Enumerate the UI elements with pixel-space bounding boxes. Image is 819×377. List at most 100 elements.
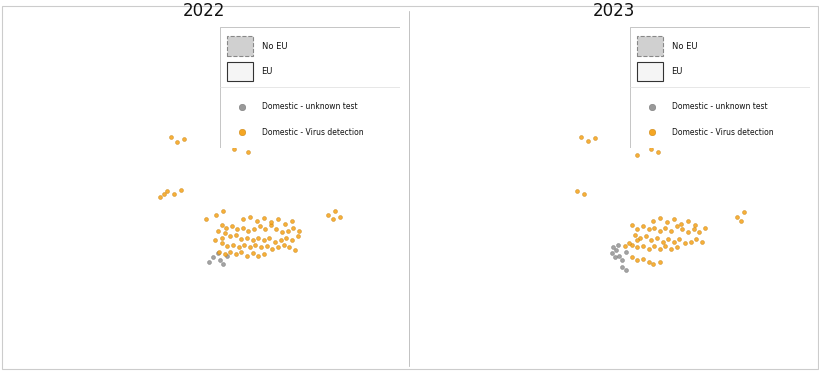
Point: [647, 225, 660, 231]
Point: [667, 239, 680, 245]
Point: [627, 232, 640, 238]
Point: [675, 226, 688, 232]
Point: [614, 264, 627, 270]
Point: [736, 209, 749, 215]
Point: [658, 243, 671, 249]
Point: [624, 222, 637, 228]
Point: [653, 246, 666, 252]
Point: [215, 234, 228, 241]
Point: [258, 65, 271, 71]
Point: [588, 135, 601, 141]
Point: [174, 187, 188, 193]
Point: [673, 221, 686, 227]
Point: [260, 243, 273, 249]
Point: [269, 72, 283, 78]
Point: [619, 249, 632, 255]
Point: [216, 208, 229, 214]
Point: [236, 225, 249, 231]
Point: [247, 226, 260, 232]
Point: [687, 222, 700, 228]
Point: [630, 244, 643, 250]
Point: [622, 240, 635, 246]
Point: [265, 67, 278, 74]
Point: [285, 218, 298, 224]
Point: [224, 249, 237, 255]
Point: [210, 250, 224, 256]
Point: [278, 221, 291, 227]
Point: [275, 229, 288, 235]
Point: [161, 188, 174, 194]
Point: [251, 234, 265, 241]
Point: [234, 236, 247, 242]
Point: [200, 216, 213, 222]
Point: [333, 213, 346, 219]
Point: [240, 234, 253, 241]
Title: 2023: 2023: [592, 2, 635, 20]
Point: [250, 218, 263, 224]
Point: [234, 249, 247, 255]
Point: [679, 72, 692, 78]
Point: [251, 253, 265, 259]
Point: [264, 219, 277, 225]
Point: [210, 228, 224, 234]
Point: [219, 225, 233, 231]
Point: [641, 246, 654, 252]
Point: [220, 142, 233, 148]
Point: [608, 254, 621, 260]
Point: [246, 250, 259, 256]
Point: [695, 239, 708, 245]
Point: [218, 230, 231, 236]
Point: [271, 216, 284, 222]
Point: [170, 139, 183, 145]
Point: [274, 238, 287, 244]
Point: [257, 251, 270, 257]
Point: [644, 238, 657, 244]
Point: [287, 225, 300, 231]
Point: [685, 61, 698, 67]
Point: [157, 191, 170, 197]
Point: [292, 228, 305, 234]
Point: [658, 225, 671, 231]
Point: [226, 242, 239, 248]
Point: [220, 253, 233, 259]
Point: [663, 228, 676, 234]
Point: [277, 242, 290, 248]
Point: [291, 233, 304, 239]
Point: [243, 213, 256, 219]
Point: [265, 246, 278, 252]
Point: [645, 218, 658, 224]
Point: [218, 251, 231, 257]
Point: [328, 208, 342, 214]
Point: [246, 238, 259, 244]
Point: [243, 244, 256, 250]
Point: [283, 244, 296, 250]
Point: [206, 254, 219, 260]
Point: [633, 234, 646, 241]
Point: [651, 149, 664, 155]
Point: [624, 242, 637, 248]
Point: [641, 259, 654, 265]
Point: [236, 125, 249, 131]
Point: [647, 243, 660, 249]
Point: [624, 254, 637, 260]
Point: [663, 246, 676, 252]
Point: [232, 244, 245, 250]
Point: [614, 257, 627, 263]
Point: [215, 240, 228, 246]
Point: [254, 244, 267, 250]
Point: [322, 212, 335, 218]
Point: [630, 226, 643, 232]
Point: [202, 259, 215, 265]
Title: 2022: 2022: [183, 2, 225, 20]
Point: [669, 224, 682, 230]
Point: [630, 257, 643, 263]
Point: [220, 243, 233, 249]
Point: [653, 259, 666, 265]
Point: [228, 146, 241, 152]
Point: [224, 233, 237, 239]
Point: [734, 218, 747, 224]
Point: [667, 216, 680, 222]
Point: [677, 240, 690, 246]
Point: [683, 239, 696, 245]
Point: [326, 216, 339, 222]
